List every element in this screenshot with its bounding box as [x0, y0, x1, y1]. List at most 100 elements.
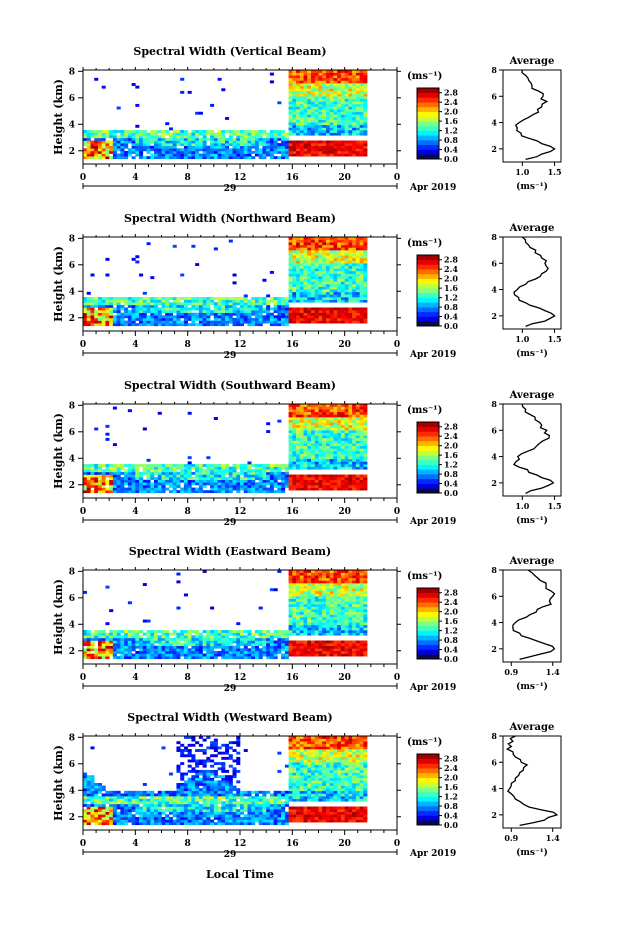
heatmap-cell	[142, 640, 147, 644]
heatmap-cell	[318, 643, 323, 647]
heatmap-cell	[348, 72, 353, 76]
heatmap-cell	[228, 656, 233, 660]
heatmap-cell	[299, 477, 304, 481]
heatmap-cell	[296, 583, 301, 586]
heatmap-cell	[232, 474, 237, 478]
heatmap-cell	[277, 643, 282, 647]
heatmap-cell	[311, 72, 316, 76]
heatmap-cell	[288, 252, 293, 256]
heatmap-cell	[262, 278, 267, 282]
heatmap-cell	[340, 404, 345, 407]
heatmap-cell	[318, 632, 323, 636]
heatmap-cell	[284, 482, 289, 486]
heatmap-cell	[325, 632, 331, 636]
heatmap-cell	[221, 143, 226, 147]
heatmap-cell	[127, 132, 132, 136]
heatmap-cell	[198, 137, 203, 141]
heatmap-cell	[311, 422, 316, 426]
heatmap-cell	[329, 80, 334, 84]
heatmap-cell	[206, 645, 211, 649]
heatmap-cell	[322, 75, 327, 79]
heatmap-cell	[221, 156, 226, 160]
heatmap-cell	[322, 474, 327, 478]
heatmap-cell	[288, 132, 293, 136]
heatmap-cell	[150, 310, 155, 314]
heatmap-cell	[225, 315, 230, 319]
heatmap-cell	[269, 474, 274, 478]
heatmap-cell	[296, 632, 301, 636]
heatmap-cell	[105, 645, 110, 649]
heatmap-cell	[176, 580, 181, 584]
heatmap-cell	[322, 111, 327, 115]
heatmap-cell	[322, 404, 327, 407]
heatmap-cell	[292, 479, 297, 483]
heatmap-cell	[363, 435, 368, 439]
heatmap-cell	[355, 75, 360, 79]
heatmap-cell	[131, 640, 136, 644]
heatmap-cell	[322, 101, 327, 105]
heatmap-cell	[90, 464, 95, 467]
heatmap-cell	[251, 632, 256, 636]
heatmap-cell	[139, 464, 144, 467]
heatmap-cell	[322, 257, 327, 261]
heatmap-cell	[150, 148, 155, 152]
heatmap-cell	[359, 458, 364, 462]
heatmap-cell	[236, 302, 241, 306]
heatmap-cell	[135, 153, 140, 157]
heatmap-cell	[303, 265, 308, 269]
heatmap-cell	[299, 291, 304, 295]
heatmap-cell	[311, 606, 316, 610]
heatmap-cell	[299, 153, 304, 157]
heatmap-cell	[206, 137, 211, 141]
heatmap-cell	[191, 150, 196, 154]
heatmap-cell	[325, 624, 331, 628]
heatmap-cell	[322, 255, 327, 259]
heatmap-cell	[348, 252, 353, 256]
heatmap-cell	[329, 417, 334, 420]
heatmap-cell	[154, 150, 159, 154]
heatmap-cell	[344, 453, 349, 457]
heatmap-cell	[314, 320, 319, 324]
heatmap-cell	[266, 143, 271, 147]
heatmap-cell	[322, 437, 327, 441]
y-axis-title: Height (km)	[52, 79, 65, 155]
heatmap-cell	[314, 257, 319, 261]
heatmap-cell	[329, 90, 334, 94]
heatmap-cell	[83, 484, 88, 488]
heatmap-cell	[307, 106, 312, 110]
heatmap-cell	[311, 596, 316, 600]
heatmap-cell	[325, 437, 331, 441]
heatmap-cell	[348, 461, 353, 465]
heatmap-cell	[109, 307, 114, 311]
heatmap-cell	[322, 294, 327, 298]
heatmap-cell	[337, 124, 342, 128]
heatmap-cell	[139, 645, 144, 649]
heatmap-cell	[311, 617, 316, 620]
heatmap-cell	[206, 471, 211, 475]
heatmap-cell	[191, 482, 196, 486]
heatmap-cell	[307, 590, 312, 594]
heatmap-cell	[109, 304, 114, 308]
heatmap-cell	[131, 299, 136, 303]
heatmap-cell	[318, 422, 323, 426]
x-tick-label: 0	[80, 173, 86, 183]
heatmap-cell	[154, 464, 159, 467]
heatmap-cell	[236, 132, 241, 136]
heatmap-cell	[206, 640, 211, 644]
heatmap-cell	[355, 244, 360, 248]
heatmap-cell	[210, 477, 215, 481]
heatmap-cell	[322, 484, 327, 488]
heatmap-cell	[86, 653, 91, 657]
heatmap-cell	[131, 140, 136, 144]
heatmap-cell	[311, 653, 316, 657]
heatmap-cell	[363, 276, 368, 280]
heatmap-cell	[273, 471, 278, 475]
heatmap-cell	[311, 477, 316, 481]
heatmap-cell	[240, 464, 245, 467]
heatmap-cell	[352, 432, 357, 436]
heatmap-cell	[225, 484, 230, 488]
heatmap-cell	[292, 443, 297, 447]
heatmap-cell	[142, 312, 147, 316]
heatmap-cell	[195, 132, 200, 136]
heatmap-cell	[303, 645, 308, 649]
